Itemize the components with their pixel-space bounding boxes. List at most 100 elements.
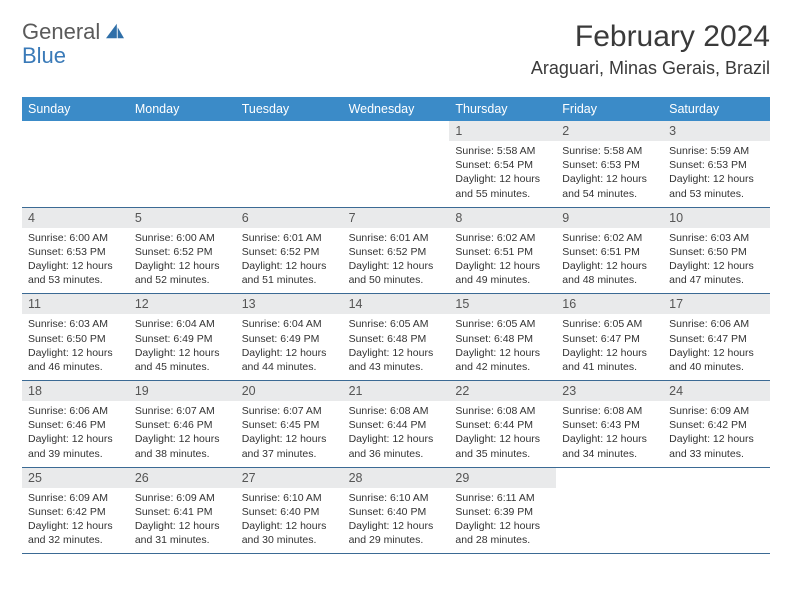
day-cell: 23Sunrise: 6:08 AMSunset: 6:43 PMDayligh… — [556, 381, 663, 467]
day-number: 4 — [22, 208, 129, 228]
sunrise-text: Sunrise: 6:02 AM — [455, 231, 550, 245]
sunrise-text: Sunrise: 6:01 AM — [349, 231, 444, 245]
day-number: 16 — [556, 294, 663, 314]
day-cell: 26Sunrise: 6:09 AMSunset: 6:41 PMDayligh… — [129, 468, 236, 554]
day-cell: 25 Sunrise: 6:09 AMSunset: 6:42 PMDayligh… — [22, 468, 129, 554]
day-number: 6 — [236, 208, 343, 228]
day-number: 29 — [449, 468, 556, 488]
sunset-text: Sunset: 6:53 PM — [669, 158, 764, 172]
day-number: 28 — [343, 468, 450, 488]
sunrise-text: Sunrise: 6:10 AM — [349, 491, 444, 505]
sunrise-text: Sunrise: 6:02 AM — [562, 231, 657, 245]
daylight-text: Daylight: 12 hours and 36 minutes. — [349, 432, 444, 460]
day-cell — [343, 121, 450, 207]
day-data: Sunrise: 6:06 AMSunset: 6:47 PMDaylight:… — [663, 314, 770, 380]
brand-blue: Blue — [22, 43, 66, 68]
day-number: 18 — [22, 381, 129, 401]
day-number — [663, 468, 770, 474]
day-cell: 1Sunrise: 5:58 AMSunset: 6:54 PMDaylight… — [449, 121, 556, 207]
daylight-text: Daylight: 12 hours and 35 minutes. — [455, 432, 550, 460]
brand-logo: General Blue — [22, 20, 126, 68]
sunset-text: Sunset: 6:40 PM — [349, 505, 444, 519]
week-row: 4Sunrise: 6:00 AMSunset: 6:53 PMDaylight… — [22, 208, 770, 295]
daylight-text: Daylight: 12 hours and 50 minutes. — [349, 259, 444, 287]
daylight-text: Daylight: 12 hours and 37 minutes. — [242, 432, 337, 460]
sunrise-text: Sunrise: 6:06 AM — [28, 404, 123, 418]
sunset-text: Sunset: 6:52 PM — [135, 245, 230, 259]
day-cell: 17Sunrise: 6:06 AMSunset: 6:47 PMDayligh… — [663, 294, 770, 380]
sunset-text: Sunset: 6:40 PM — [242, 505, 337, 519]
day-data: Sunrise: 6:10 AMSunset: 6:40 PMDaylight:… — [236, 488, 343, 554]
day-data: Sunrise: 6:09 AMSunset: 6:41 PMDaylight:… — [129, 488, 236, 554]
day-data: Sunrise: 6:08 AMSunset: 6:44 PMDaylight:… — [449, 401, 556, 467]
day-cell: 7Sunrise: 6:01 AMSunset: 6:52 PMDaylight… — [343, 208, 450, 294]
daylight-text: Daylight: 12 hours and 30 minutes. — [242, 519, 337, 547]
day-number: 14 — [343, 294, 450, 314]
sunrise-text: Sunrise: 6:04 AM — [242, 317, 337, 331]
day-number: 7 — [343, 208, 450, 228]
weekday-header: Monday — [129, 97, 236, 121]
daylight-text: Daylight: 12 hours and 48 minutes. — [562, 259, 657, 287]
day-number: 1 — [449, 121, 556, 141]
day-data: Sunrise: 6:05 AMSunset: 6:48 PMDaylight:… — [343, 314, 450, 380]
sunset-text: Sunset: 6:41 PM — [135, 505, 230, 519]
sunrise-text: Sunrise: 6:05 AM — [349, 317, 444, 331]
day-number — [556, 468, 663, 474]
day-data: Sunrise: 6:03 AMSunset: 6:50 PMDaylight:… — [22, 314, 129, 380]
day-data: Sunrise: 6:10 AMSunset: 6:40 PMDaylight:… — [343, 488, 450, 554]
day-cell: 12Sunrise: 6:04 AMSunset: 6:49 PMDayligh… — [129, 294, 236, 380]
day-cell — [129, 121, 236, 207]
sunrise-text: Sunrise: 6:05 AM — [562, 317, 657, 331]
day-cell: 13Sunrise: 6:04 AMSunset: 6:49 PMDayligh… — [236, 294, 343, 380]
day-data: Sunrise: 6:01 AMSunset: 6:52 PMDaylight:… — [343, 228, 450, 294]
day-cell: 24Sunrise: 6:09 AMSunset: 6:42 PMDayligh… — [663, 381, 770, 467]
daylight-text: Daylight: 12 hours and 46 minutes. — [28, 346, 123, 374]
day-data: Sunrise: 6:09 AMSunset: 6:42 PMDaylight:… — [663, 401, 770, 467]
day-data: Sunrise: 6:04 AMSunset: 6:49 PMDaylight:… — [129, 314, 236, 380]
daylight-text: Daylight: 12 hours and 33 minutes. — [669, 432, 764, 460]
sunrise-text: Sunrise: 6:10 AM — [242, 491, 337, 505]
daylight-text: Daylight: 12 hours and 43 minutes. — [349, 346, 444, 374]
sunrise-text: Sunrise: 6:06 AM — [669, 317, 764, 331]
sunrise-text: Sunrise: 6:05 AM — [455, 317, 550, 331]
day-number: 17 — [663, 294, 770, 314]
sunset-text: Sunset: 6:47 PM — [669, 332, 764, 346]
day-data: Sunrise: 6:02 AMSunset: 6:51 PMDaylight:… — [556, 228, 663, 294]
sunrise-text: Sunrise: 6:08 AM — [455, 404, 550, 418]
day-number — [22, 121, 129, 127]
daylight-text: Daylight: 12 hours and 32 minutes. — [28, 519, 123, 547]
daylight-text: Daylight: 12 hours and 51 minutes. — [242, 259, 337, 287]
day-cell: 9Sunrise: 6:02 AMSunset: 6:51 PMDaylight… — [556, 208, 663, 294]
day-number: 9 — [556, 208, 663, 228]
sunset-text: Sunset: 6:48 PM — [349, 332, 444, 346]
daylight-text: Daylight: 12 hours and 31 minutes. — [135, 519, 230, 547]
sunrise-text: Sunrise: 6:09 AM — [28, 491, 123, 505]
daylight-text: Daylight: 12 hours and 45 minutes. — [135, 346, 230, 374]
weekday-header: Wednesday — [343, 97, 450, 121]
day-number: 25 — [22, 468, 129, 488]
brand-general: General — [22, 19, 100, 44]
page-header: General Blue February 2024 Araguari, Min… — [22, 20, 770, 79]
sunset-text: Sunset: 6:42 PM — [28, 505, 123, 519]
sunset-text: Sunset: 6:47 PM — [562, 332, 657, 346]
day-cell: 18Sunrise: 6:06 AMSunset: 6:46 PMDayligh… — [22, 381, 129, 467]
day-cell: 28Sunrise: 6:10 AMSunset: 6:40 PMDayligh… — [343, 468, 450, 554]
sunrise-text: Sunrise: 6:07 AM — [242, 404, 337, 418]
sunrise-text: Sunrise: 6:04 AM — [135, 317, 230, 331]
sunset-text: Sunset: 6:52 PM — [242, 245, 337, 259]
weekday-header: Friday — [556, 97, 663, 121]
day-data: Sunrise: 6:08 AMSunset: 6:44 PMDaylight:… — [343, 401, 450, 467]
sunrise-text: Sunrise: 6:01 AM — [242, 231, 337, 245]
day-number: 8 — [449, 208, 556, 228]
sunrise-text: Sunrise: 6:00 AM — [135, 231, 230, 245]
sunrise-text: Sunrise: 5:58 AM — [562, 144, 657, 158]
day-cell: 6 Sunrise: 6:01 AMSunset: 6:52 PMDaylight… — [236, 208, 343, 294]
location: Araguari, Minas Gerais, Brazil — [531, 58, 770, 79]
day-cell: 5Sunrise: 6:00 AMSunset: 6:52 PMDaylight… — [129, 208, 236, 294]
sunrise-text: Sunrise: 6:09 AM — [135, 491, 230, 505]
day-data: Sunrise: 5:59 AMSunset: 6:53 PMDaylight:… — [663, 141, 770, 207]
day-data: Sunrise: 6:05 AMSunset: 6:47 PMDaylight:… — [556, 314, 663, 380]
daylight-text: Daylight: 12 hours and 41 minutes. — [562, 346, 657, 374]
sunset-text: Sunset: 6:53 PM — [562, 158, 657, 172]
day-number: 20 — [236, 381, 343, 401]
